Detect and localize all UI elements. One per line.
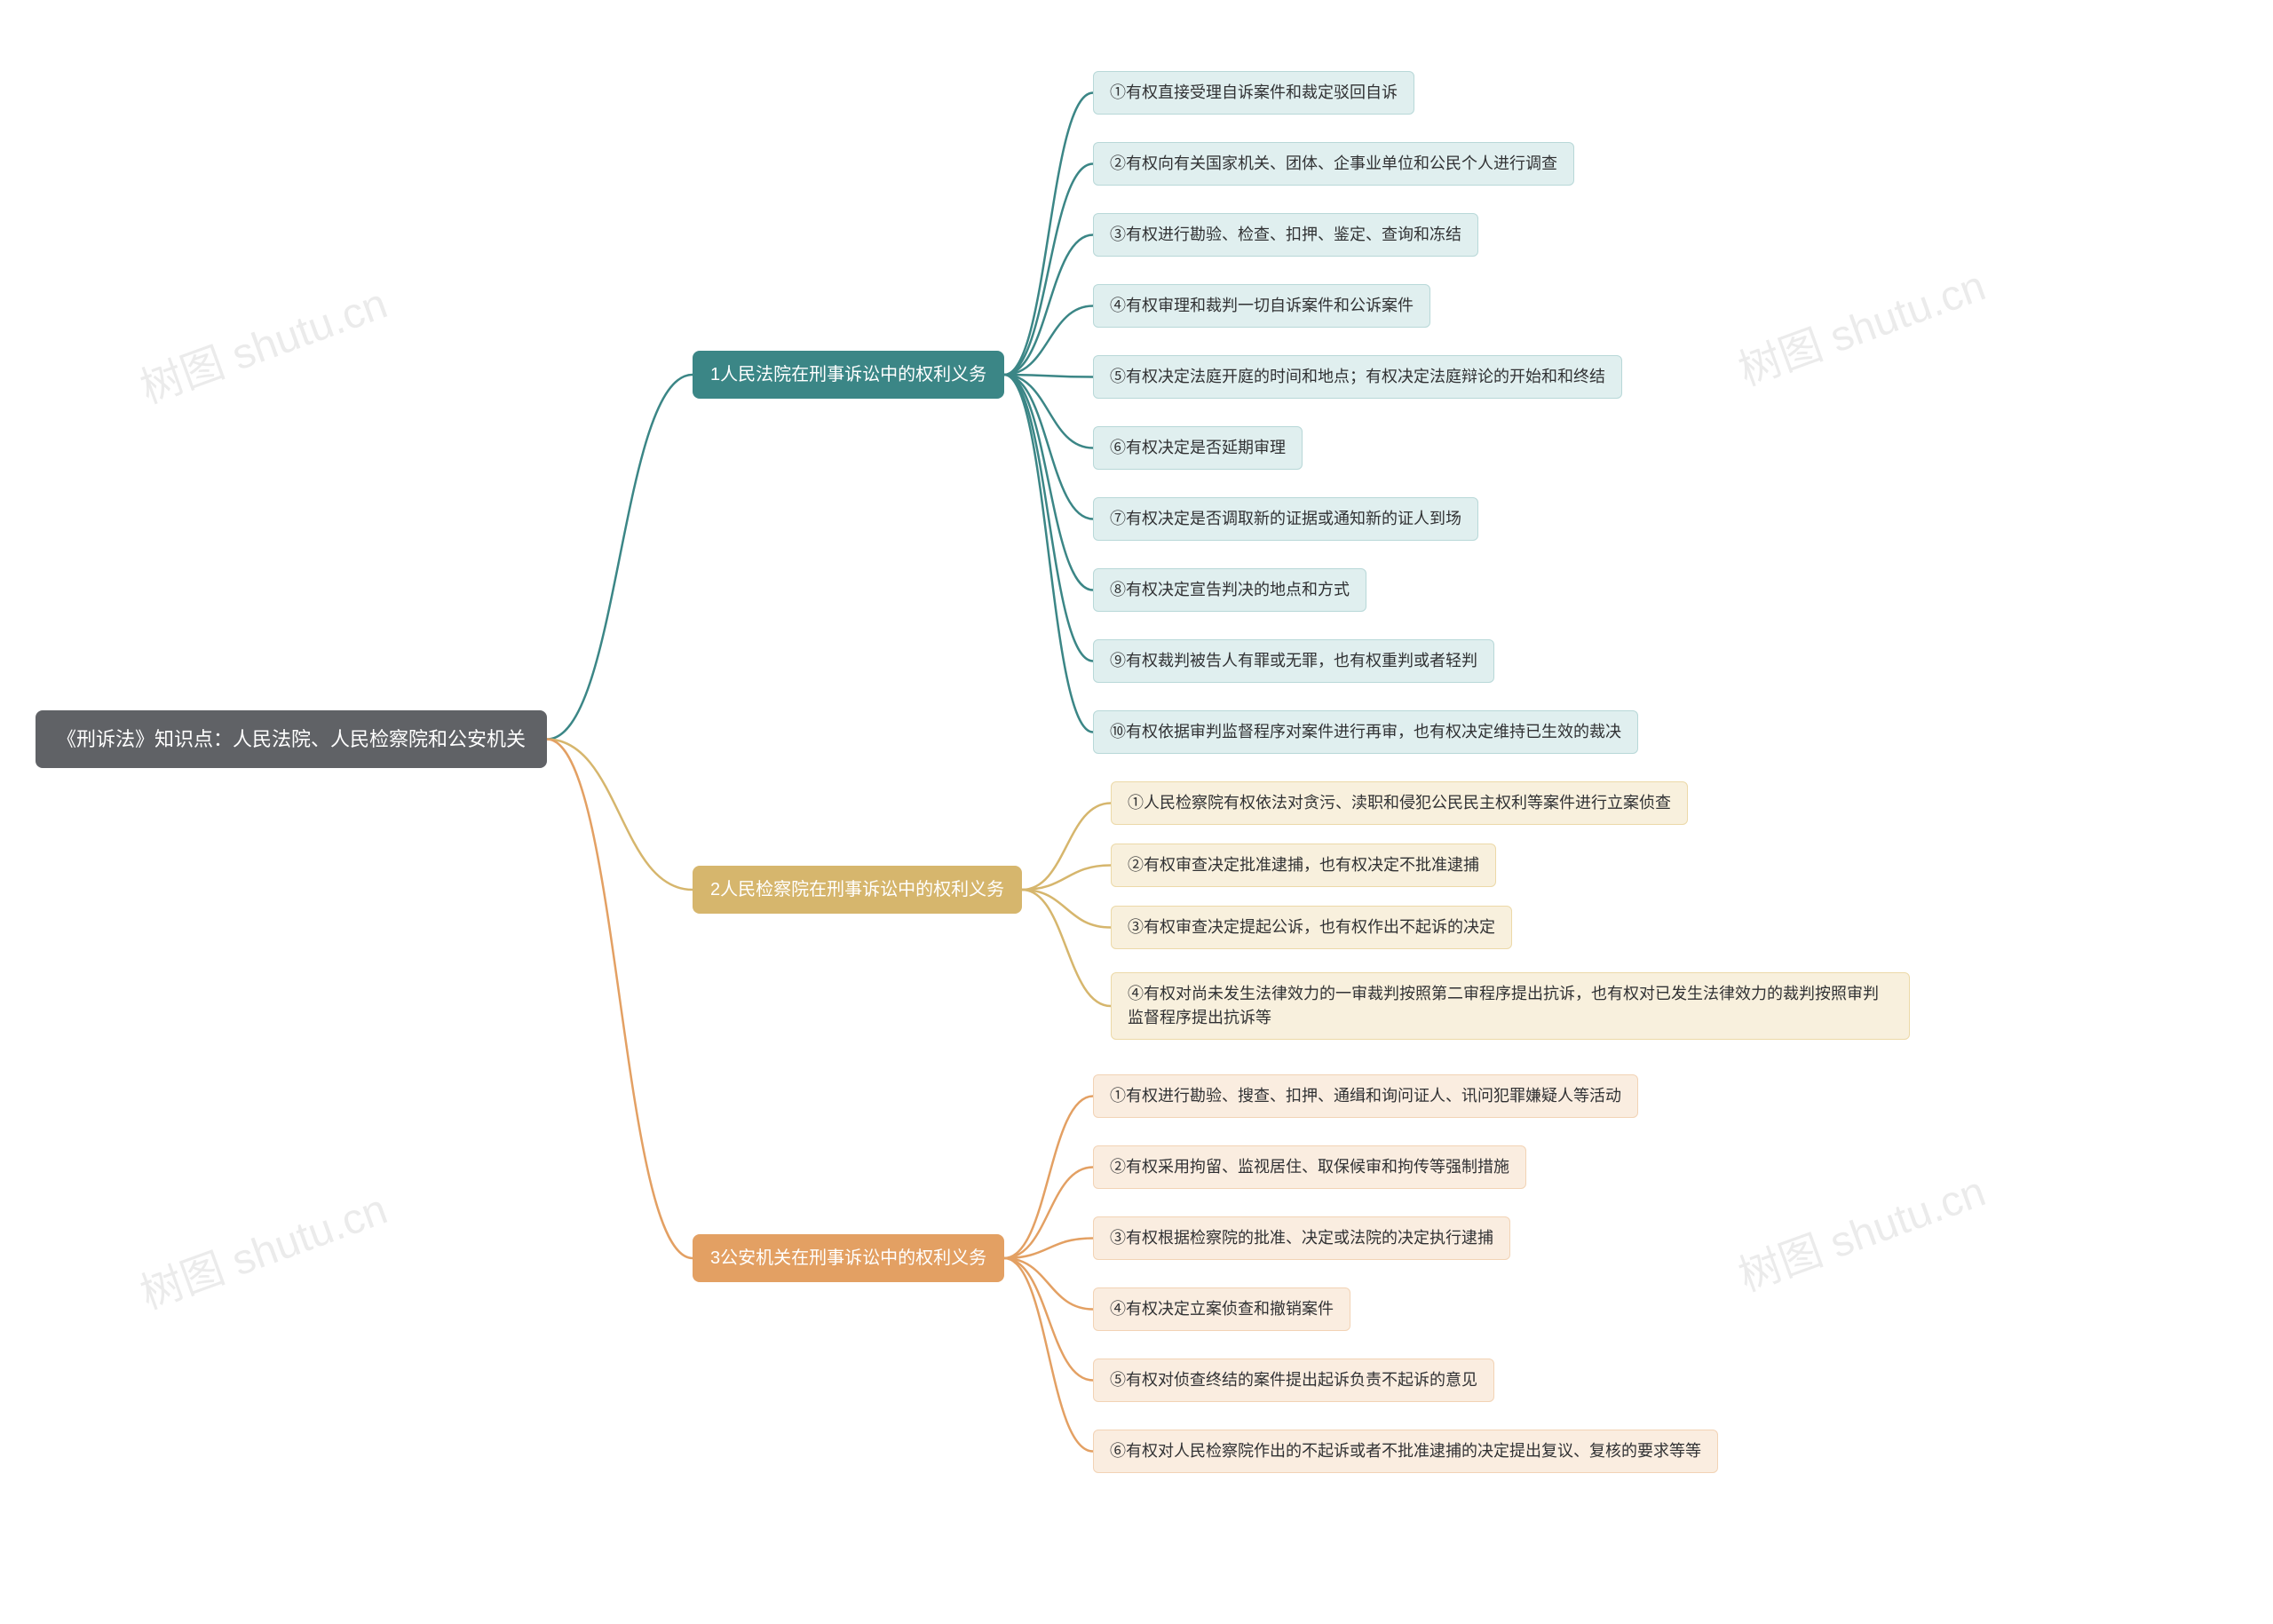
leaf-label: ①有权进行勘验、搜查、扣押、通缉和询问证人、讯问犯罪嫌疑人等活动 [1110, 1087, 1621, 1105]
leaf-node[interactable]: ⑤有权对侦查终结的案件提出起诉负责不起诉的意见 [1093, 1359, 1494, 1402]
branch-label: 1人民法院在刑事诉讼中的权利义务 [710, 365, 986, 384]
watermark-text: 树图 shutu.cn [1729, 250, 1992, 397]
leaf-node[interactable]: ①有权直接受理自诉案件和裁定驳回自诉 [1093, 71, 1414, 115]
leaf-node[interactable]: ④有权对尚未发生法律效力的一审裁判按照第二审程序提出抗诉，也有权对已发生法律效力… [1111, 972, 1910, 1040]
leaf-label: ③有权根据检察院的批准、决定或法院的决定执行逮捕 [1110, 1229, 1493, 1247]
leaf-node[interactable]: ⑥有权决定是否延期审理 [1093, 426, 1303, 470]
leaf-label: ⑥有权对人民检察院作出的不起诉或者不批准逮捕的决定提出复议、复核的要求等等 [1110, 1442, 1701, 1460]
leaf-label: ②有权向有关国家机关、团体、企事业单位和公民个人进行调查 [1110, 154, 1557, 172]
leaf-node[interactable]: ②有权审查决定批准逮捕，也有权决定不批准逮捕 [1111, 844, 1496, 887]
leaf-label: ④有权审理和裁判一切自诉案件和公诉案件 [1110, 297, 1414, 314]
branch-node-2[interactable]: 2人民检察院在刑事诉讼中的权利义务 [693, 866, 1022, 914]
watermark-text: 树图 shutu.cn [131, 268, 394, 415]
leaf-label: ⑦有权决定是否调取新的证据或通知新的证人到场 [1110, 510, 1461, 527]
leaf-node[interactable]: ⑨有权裁判被告人有罪或无罪，也有权重判或者轻判 [1093, 639, 1494, 683]
leaf-label: ③有权进行勘验、检查、扣押、鉴定、查询和冻结 [1110, 226, 1461, 243]
leaf-node[interactable]: ③有权根据检察院的批准、决定或法院的决定执行逮捕 [1093, 1216, 1510, 1260]
leaf-label: ④有权决定立案侦查和撤销案件 [1110, 1300, 1334, 1318]
leaf-node[interactable]: ②有权采用拘留、监视居住、取保候审和拘传等强制措施 [1093, 1145, 1526, 1189]
leaf-node[interactable]: ⑥有权对人民检察院作出的不起诉或者不批准逮捕的决定提出复议、复核的要求等等 [1093, 1430, 1718, 1473]
leaf-label: ②有权采用拘留、监视居住、取保候审和拘传等强制措施 [1110, 1158, 1509, 1176]
leaf-node[interactable]: ⑩有权依据审判监督程序对案件进行再审，也有权决定维持已生效的裁决 [1093, 710, 1638, 754]
watermark-text: 树图 shutu.cn [1729, 1156, 1992, 1303]
leaf-label: ③有权审查决定提起公诉，也有权作出不起诉的决定 [1128, 918, 1495, 936]
leaf-label: ④有权对尚未发生法律效力的一审裁判按照第二审程序提出抗诉，也有权对已发生法律效力… [1128, 985, 1879, 1026]
leaf-node[interactable]: ③有权进行勘验、检查、扣押、鉴定、查询和冻结 [1093, 213, 1478, 257]
root-label: 《刑诉法》知识点：人民法院、人民检察院和公安机关 [57, 728, 526, 750]
leaf-node[interactable]: ①人民检察院有权依法对贪污、渎职和侵犯公民民主权利等案件进行立案侦查 [1111, 781, 1688, 825]
root-node[interactable]: 《刑诉法》知识点：人民法院、人民检察院和公安机关 [36, 710, 547, 768]
leaf-node[interactable]: ⑧有权决定宣告判决的地点和方式 [1093, 568, 1366, 612]
branch-label: 3公安机关在刑事诉讼中的权利义务 [710, 1248, 986, 1268]
branch-node-3[interactable]: 3公安机关在刑事诉讼中的权利义务 [693, 1234, 1004, 1282]
leaf-node[interactable]: ③有权审查决定提起公诉，也有权作出不起诉的决定 [1111, 906, 1512, 949]
leaf-label: ⑥有权决定是否延期审理 [1110, 439, 1286, 456]
leaf-node[interactable]: ⑦有权决定是否调取新的证据或通知新的证人到场 [1093, 497, 1478, 541]
leaf-label: ⑤有权决定法庭开庭的时间和地点；有权决定法庭辩论的开始和和终结 [1110, 368, 1605, 385]
leaf-label: ⑩有权依据审判监督程序对案件进行再审，也有权决定维持已生效的裁决 [1110, 723, 1621, 741]
leaf-node[interactable]: ①有权进行勘验、搜查、扣押、通缉和询问证人、讯问犯罪嫌疑人等活动 [1093, 1074, 1638, 1118]
branch-node-1[interactable]: 1人民法院在刑事诉讼中的权利义务 [693, 351, 1004, 399]
leaf-node[interactable]: ⑤有权决定法庭开庭的时间和地点；有权决定法庭辩论的开始和和终结 [1093, 355, 1622, 399]
leaf-label: ①人民检察院有权依法对贪污、渎职和侵犯公民民主权利等案件进行立案侦查 [1128, 794, 1671, 812]
branch-label: 2人民检察院在刑事诉讼中的权利义务 [710, 880, 1004, 899]
leaf-label: ①有权直接受理自诉案件和裁定驳回自诉 [1110, 83, 1398, 101]
watermark-text: 树图 shutu.cn [131, 1174, 394, 1320]
leaf-label: ⑤有权对侦查终结的案件提出起诉负责不起诉的意见 [1110, 1371, 1477, 1389]
leaf-label: ⑧有权决定宣告判决的地点和方式 [1110, 581, 1350, 598]
leaf-label: ⑨有权裁判被告人有罪或无罪，也有权重判或者轻判 [1110, 652, 1477, 669]
leaf-node[interactable]: ②有权向有关国家机关、团体、企事业单位和公民个人进行调查 [1093, 142, 1574, 186]
leaf-label: ②有权审查决定批准逮捕，也有权决定不批准逮捕 [1128, 856, 1479, 874]
leaf-node[interactable]: ④有权审理和裁判一切自诉案件和公诉案件 [1093, 284, 1430, 328]
leaf-node[interactable]: ④有权决定立案侦查和撤销案件 [1093, 1287, 1350, 1331]
